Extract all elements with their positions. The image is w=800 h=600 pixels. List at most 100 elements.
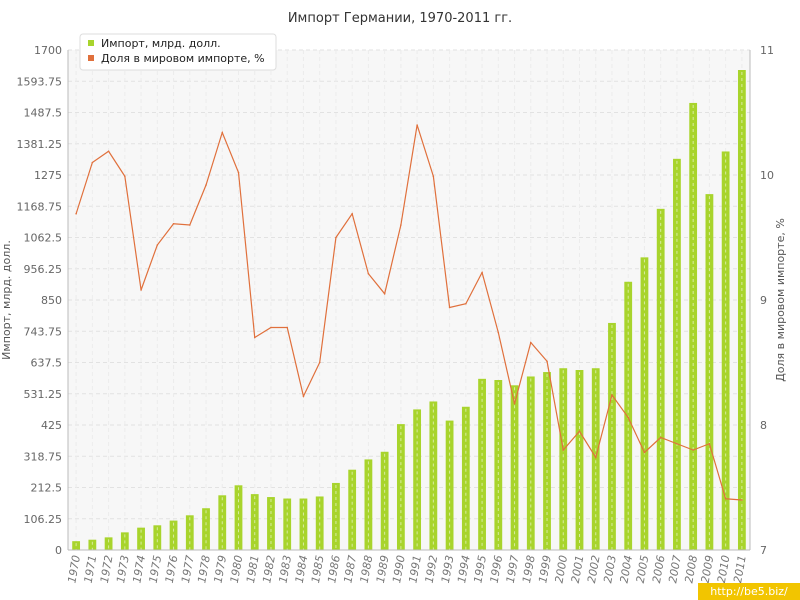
share-point-1977 bbox=[188, 224, 191, 226]
x-tick-label: 1978 bbox=[195, 554, 213, 584]
share-point-1989 bbox=[383, 292, 386, 295]
bar-1974 bbox=[137, 527, 145, 550]
share-point-1983 bbox=[286, 326, 289, 329]
bar-1995 bbox=[478, 378, 486, 550]
x-tick-label: 1972 bbox=[98, 554, 116, 584]
bar-series bbox=[72, 70, 746, 551]
share-point-1987 bbox=[351, 212, 353, 215]
x-tick-label: 1999 bbox=[536, 554, 554, 584]
x-tick-label: 1995 bbox=[471, 554, 489, 584]
x-tick-label: 1984 bbox=[293, 554, 311, 584]
y-tick-label: 531.25 bbox=[24, 388, 63, 401]
x-tick-label: 2007 bbox=[666, 554, 684, 584]
x-tick-label: 1985 bbox=[309, 554, 327, 584]
legend-label-import: Импорт, млрд. долл. bbox=[101, 37, 221, 50]
share-point-1970 bbox=[75, 212, 77, 215]
x-tick-label: 2002 bbox=[585, 554, 603, 584]
share-point-1986 bbox=[335, 236, 337, 239]
share-point-1993 bbox=[448, 306, 451, 309]
x-tick-label: 1976 bbox=[163, 554, 181, 584]
share-point-1980 bbox=[237, 171, 240, 174]
bar-1996 bbox=[494, 380, 503, 550]
share-point-2000 bbox=[562, 449, 565, 451]
y2-tick-label: 10 bbox=[760, 169, 774, 182]
x-tick-label: 2006 bbox=[650, 554, 668, 584]
x-tick-label: 1994 bbox=[455, 554, 473, 584]
share-point-1990 bbox=[400, 224, 402, 226]
x-tick-label: 1971 bbox=[82, 554, 100, 584]
y2-tick-label: 7 bbox=[760, 544, 767, 557]
share-point-1998 bbox=[529, 341, 532, 344]
x-tick-label: 1983 bbox=[277, 554, 295, 584]
y-tick-label: 1700 bbox=[34, 44, 62, 57]
chart-title: Импорт Германии, 1970-2011 гг. bbox=[288, 11, 512, 26]
bar-2002 bbox=[591, 368, 600, 550]
x-tick-label: 1982 bbox=[260, 554, 278, 584]
share-point-2003 bbox=[611, 394, 613, 396]
x-tick-label: 2001 bbox=[569, 554, 587, 584]
bar-1971 bbox=[88, 539, 97, 550]
share-point-1971 bbox=[91, 161, 94, 164]
x-tick-label: 1990 bbox=[390, 554, 408, 584]
bar-1994 bbox=[461, 406, 470, 550]
bar-1972 bbox=[104, 537, 113, 550]
legend-box bbox=[79, 33, 277, 71]
y2-tick-label: 9 bbox=[760, 294, 767, 307]
y-tick-label: 637.5 bbox=[31, 357, 63, 370]
x-tick-label: 1977 bbox=[179, 554, 197, 584]
y-tick-label: 106.25 bbox=[24, 513, 63, 526]
share-point-1999 bbox=[546, 360, 548, 363]
x-tick-label: 1998 bbox=[520, 554, 538, 584]
share-point-1984 bbox=[302, 395, 305, 398]
x-tick-label: 1970 bbox=[65, 554, 83, 584]
x-tick-label: 1989 bbox=[374, 554, 392, 584]
y-axis-ticks: 0 106.25 212.5 318.75 425 531.25 637.5 743.75 85… bbox=[17, 44, 63, 557]
x-tick-label: 1987 bbox=[341, 554, 359, 584]
share-point-2011 bbox=[741, 499, 743, 501]
bar-1977 bbox=[185, 515, 194, 550]
share-point-1973 bbox=[124, 175, 126, 178]
share-point-1972 bbox=[107, 150, 110, 153]
bar-1983 bbox=[283, 498, 292, 550]
line-series bbox=[75, 124, 743, 501]
y-tick-label: 212.5 bbox=[31, 482, 63, 495]
bar-1984 bbox=[299, 498, 308, 550]
x-tick-label: 2003 bbox=[601, 554, 619, 584]
x-tick-label: 1992 bbox=[423, 554, 441, 584]
x-tick-label: 1988 bbox=[358, 554, 376, 584]
x-tick-label: 2010 bbox=[715, 554, 733, 584]
y-tick-label: 743.75 bbox=[24, 325, 63, 338]
x-tick-label: 1973 bbox=[114, 554, 132, 584]
x-tick-label: 1979 bbox=[212, 554, 230, 584]
share-point-2006 bbox=[659, 436, 662, 439]
y-tick-label: 956.25 bbox=[24, 263, 63, 276]
x-tick-label: 1991 bbox=[406, 554, 424, 584]
bar-2008 bbox=[689, 102, 698, 551]
x-tick-label: 1996 bbox=[488, 554, 506, 584]
share-point-1974 bbox=[140, 289, 142, 291]
share-point-1976 bbox=[172, 222, 175, 225]
grid-horizontal bbox=[68, 49, 750, 551]
x-tick-label: 1997 bbox=[504, 554, 522, 584]
share-point-1995 bbox=[481, 271, 483, 274]
y2-axis-ticks: 7 8 9 10 11 bbox=[760, 44, 774, 557]
share-point-1996 bbox=[497, 331, 500, 334]
share-point-2001 bbox=[578, 430, 581, 433]
share-point-1975 bbox=[156, 244, 159, 246]
y2-tick-label: 8 bbox=[760, 419, 767, 432]
share-point-1982 bbox=[270, 326, 272, 329]
share-point-2010 bbox=[724, 497, 727, 500]
share-point-1994 bbox=[465, 302, 467, 305]
x-tick-label: 1980 bbox=[228, 554, 246, 584]
bar-1989 bbox=[380, 451, 389, 550]
legend-swatch-share bbox=[88, 55, 94, 61]
y-tick-label: 1062.5 bbox=[24, 232, 63, 245]
bar-2001 bbox=[575, 370, 584, 550]
share-point-1991 bbox=[416, 124, 418, 126]
y-tick-label: 1381.25 bbox=[17, 138, 63, 151]
x-axis-ticks: 1970197119721973197419751976197719781979… bbox=[65, 554, 748, 584]
axes bbox=[67, 50, 751, 551]
y-tick-label: 1593.75 bbox=[17, 75, 63, 88]
y-tick-label: 1168.75 bbox=[17, 200, 63, 213]
share-point-1988 bbox=[367, 272, 370, 275]
